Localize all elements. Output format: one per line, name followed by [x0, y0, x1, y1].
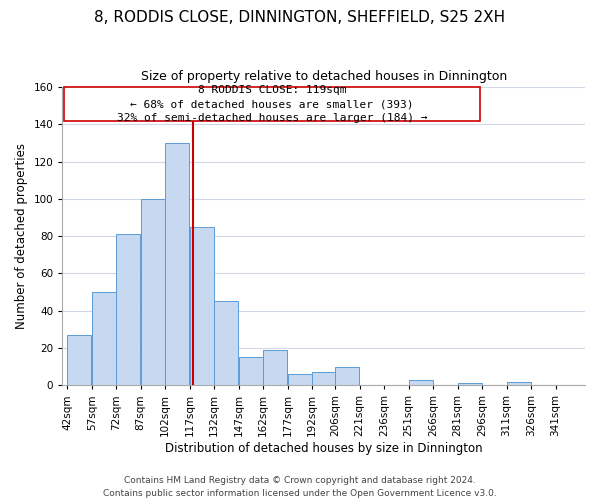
Bar: [263, 350, 287, 386]
Bar: [166, 143, 190, 386]
Title: Size of property relative to detached houses in Dinnington: Size of property relative to detached ho…: [140, 70, 507, 83]
Bar: [335, 366, 359, 386]
Bar: [458, 384, 482, 386]
Bar: [92, 292, 116, 386]
Text: Contains HM Land Registry data © Crown copyright and database right 2024.
Contai: Contains HM Land Registry data © Crown c…: [103, 476, 497, 498]
Bar: [409, 380, 433, 386]
X-axis label: Distribution of detached houses by size in Dinnington: Distribution of detached houses by size …: [165, 442, 482, 455]
Bar: [239, 358, 263, 386]
FancyBboxPatch shape: [64, 87, 481, 122]
Bar: [313, 372, 337, 386]
Bar: [288, 374, 312, 386]
Text: 8 RODDIS CLOSE: 119sqm
← 68% of detached houses are smaller (393)
32% of semi-de: 8 RODDIS CLOSE: 119sqm ← 68% of detached…: [117, 85, 427, 123]
Bar: [67, 335, 91, 386]
Text: 8, RODDIS CLOSE, DINNINGTON, SHEFFIELD, S25 2XH: 8, RODDIS CLOSE, DINNINGTON, SHEFFIELD, …: [94, 10, 506, 25]
Bar: [190, 227, 214, 386]
Bar: [214, 302, 238, 386]
Bar: [116, 234, 140, 386]
Bar: [507, 382, 531, 386]
Bar: [141, 199, 165, 386]
Y-axis label: Number of detached properties: Number of detached properties: [15, 143, 28, 329]
